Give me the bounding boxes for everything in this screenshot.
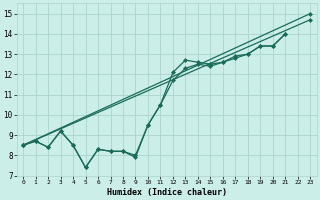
- X-axis label: Humidex (Indice chaleur): Humidex (Indice chaleur): [107, 188, 227, 197]
